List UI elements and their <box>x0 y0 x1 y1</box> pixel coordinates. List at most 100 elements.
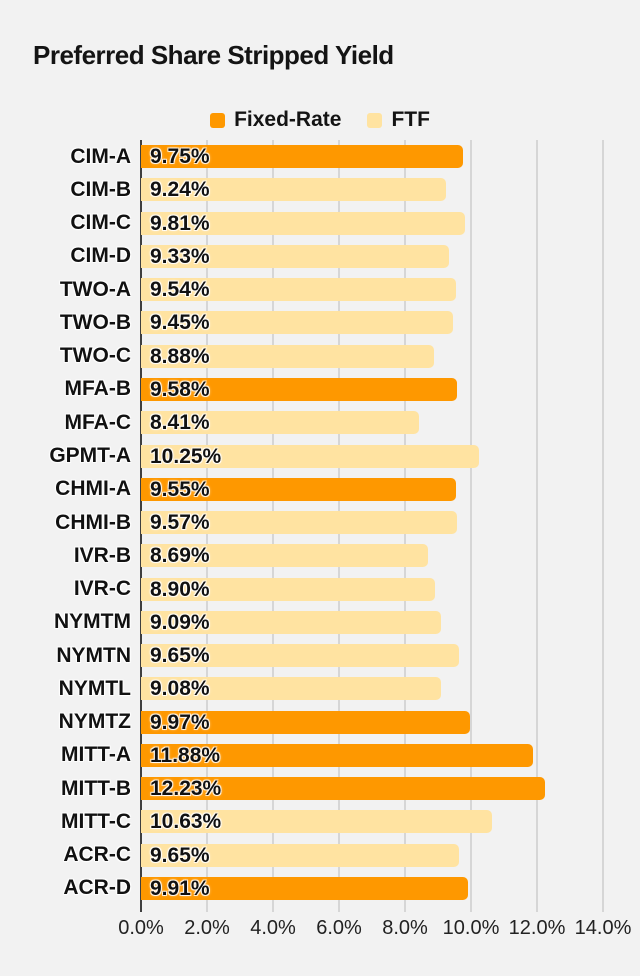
bar-mitt-b: 12.23% <box>141 777 545 801</box>
bar-row-nymtm: NYMTM 9.09% <box>0 606 603 639</box>
bar-track: 8.41% <box>141 406 603 439</box>
bar-row-two-a: TWO-A 9.54% <box>0 273 603 306</box>
bar-row-acr-c: ACR-C 9.65% <box>0 839 603 872</box>
bar-row-mitt-a: MITT-A 11.88% <box>0 739 603 772</box>
bar-value-label: 9.65% <box>150 644 210 668</box>
bar-cim-b: 9.24% <box>141 178 446 202</box>
bar-value-label: 9.08% <box>150 677 210 701</box>
x-tick-label: 12.0% <box>508 917 566 939</box>
legend-swatch-ftf-icon <box>367 112 383 128</box>
bar-mitt-c: 10.63% <box>141 810 492 834</box>
legend-label-fixed-rate: Fixed-Rate <box>234 108 342 131</box>
x-axis: 0.0% 2.0% 4.0% 6.0% 8.0% 10.0% 12.0% 14.0% <box>118 917 631 941</box>
bar-chmi-a: 9.55% <box>141 477 457 501</box>
category-label: CIM-C <box>70 211 131 235</box>
bar-track: 10.63% <box>141 805 603 838</box>
category-label: NYMTM <box>54 610 131 634</box>
category-label: CHMI-B <box>55 510 131 534</box>
bar-value-label: 9.57% <box>150 511 210 535</box>
legend-item-ftf: FTF <box>367 108 430 132</box>
category-label: NYMTN <box>56 643 131 667</box>
bar-track: 9.75% <box>141 140 603 173</box>
bar-cim-d: 9.33% <box>141 244 449 268</box>
gridline <box>470 140 472 912</box>
bar-track: 10.25% <box>141 439 603 472</box>
bar-row-chmi-b: CHMI-B 9.57% <box>0 506 603 539</box>
bar-track: 11.88% <box>141 739 603 772</box>
bar-cim-a: 9.75% <box>141 145 463 169</box>
bar-row-ivr-c: IVR-C 8.90% <box>0 572 603 605</box>
bar-track: 8.90% <box>141 572 603 605</box>
bar-value-label: 12.23% <box>150 777 222 801</box>
gridline <box>536 140 538 912</box>
bar-row-nymtl: NYMTL 9.08% <box>0 672 603 705</box>
bar-value-label: 11.88% <box>150 743 221 767</box>
bar-track: 9.57% <box>141 506 603 539</box>
bar-row-mfa-b: MFA-B 9.58% <box>0 373 603 406</box>
bar-track: 8.69% <box>141 539 603 572</box>
category-label: TWO-C <box>59 344 131 368</box>
category-label: NYMTL <box>58 676 131 700</box>
category-label: TWO-A <box>59 277 131 301</box>
legend-item-fixed-rate: Fixed-Rate <box>210 108 341 132</box>
x-tick-label: 14.0% <box>574 917 632 939</box>
bar-value-label: 9.91% <box>150 876 210 900</box>
bar-nymtn: 9.65% <box>141 644 460 668</box>
legend-label-ftf: FTF <box>391 108 430 131</box>
x-tick-label: 8.0% <box>382 917 428 939</box>
bar-row-mitt-b: MITT-B 12.23% <box>0 772 603 805</box>
x-tick-label: 6.0% <box>316 917 362 939</box>
bar-value-label: 8.90% <box>150 577 210 601</box>
bar-track: 9.45% <box>141 306 603 339</box>
bar-track: 9.33% <box>141 240 603 273</box>
bar-row-cim-d: CIM-D 9.33% <box>0 240 603 273</box>
bar-row-mfa-c: MFA-C 8.41% <box>0 406 603 439</box>
bar-track: 9.08% <box>141 672 603 705</box>
gridline <box>602 140 604 912</box>
bar-ivr-c: 8.90% <box>141 577 435 601</box>
category-label: CIM-A <box>70 144 131 168</box>
bar-cim-c: 9.81% <box>141 211 465 235</box>
bar-track: 12.23% <box>141 772 603 805</box>
bar-row-cim-b: CIM-B 9.24% <box>0 173 603 206</box>
bar-track: 9.24% <box>141 173 603 206</box>
bar-value-label: 9.45% <box>150 311 210 335</box>
x-tick-label: 0.0% <box>118 917 164 939</box>
x-tick-label: 4.0% <box>250 917 296 939</box>
bar-track: 9.54% <box>141 273 603 306</box>
bar-nymtm: 9.09% <box>141 610 441 634</box>
bar-row-two-c: TWO-C 8.88% <box>0 340 603 373</box>
bar-value-label: 9.55% <box>150 477 210 501</box>
bar-value-label: 10.63% <box>150 810 222 834</box>
category-label: ACR-D <box>63 876 131 900</box>
category-label: CHMI-A <box>55 477 131 501</box>
bar-track: 9.91% <box>141 872 603 905</box>
bar-row-nymtn: NYMTN 9.65% <box>0 639 603 672</box>
bar-row-nymtz: NYMTZ 9.97% <box>0 706 603 739</box>
bar-value-label: 10.25% <box>150 444 222 468</box>
bar-ivr-b: 8.69% <box>141 544 428 568</box>
bar-row-chmi-a: CHMI-A 9.55% <box>0 473 603 506</box>
category-label: CIM-D <box>70 244 131 268</box>
bar-value-label: 9.65% <box>150 843 210 867</box>
bar-value-label: 8.41% <box>150 411 210 435</box>
category-label: IVR-B <box>73 543 131 567</box>
bar-value-label: 9.97% <box>150 710 210 734</box>
bar-rows: CIM-A 9.75% CIM-B 9.24% CIM-C 9.81% CIM-D 9.33%… <box>0 140 603 905</box>
x-tick-label: 10.0% <box>442 917 500 939</box>
bar-track: 9.58% <box>141 373 603 406</box>
bar-gpmt-a: 10.25% <box>141 444 480 468</box>
bar-two-c: 8.88% <box>141 344 435 368</box>
bar-track: 9.65% <box>141 639 603 672</box>
bar-value-label: 9.33% <box>150 244 210 268</box>
bar-track: 9.55% <box>141 473 603 506</box>
bar-track: 9.81% <box>141 207 603 240</box>
bar-acr-d: 9.91% <box>141 876 469 900</box>
category-label: MFA-B <box>64 377 132 401</box>
category-label: GPMT-A <box>49 444 131 468</box>
bar-value-label: 9.58% <box>150 377 210 401</box>
bar-nymtl: 9.08% <box>141 677 441 701</box>
bar-acr-c: 9.65% <box>141 843 460 867</box>
bar-value-label: 9.75% <box>150 145 210 169</box>
